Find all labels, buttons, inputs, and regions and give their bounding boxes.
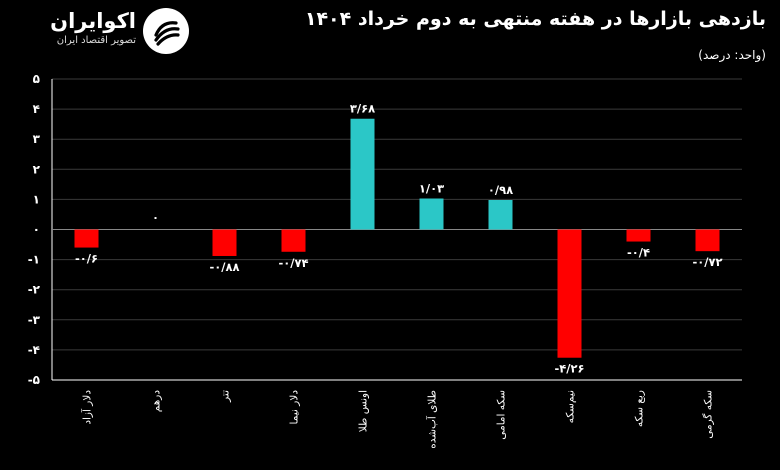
bar <box>419 198 444 230</box>
bar <box>350 118 375 230</box>
data-label: -۰/۸۸ <box>209 260 239 274</box>
brand: اکوایران تصویر اقتصاد ایران <box>30 8 136 48</box>
x-tick-label: دلار نیما <box>289 390 301 425</box>
bar <box>281 229 306 252</box>
unit-label: (واحد: درصد) <box>698 48 766 62</box>
x-tick-label: درهم <box>151 390 163 413</box>
y-tick-label: -۲ <box>28 283 41 297</box>
logo-swirl-icon <box>154 21 180 46</box>
data-label: ۰ <box>152 211 159 225</box>
x-tick-label: تتر <box>220 390 232 403</box>
y-tick-label: ۰ <box>33 223 40 237</box>
bar <box>488 200 513 230</box>
data-label: ۳/۶۸ <box>350 102 375 116</box>
data-label: ۱/۰۳ <box>419 181 444 195</box>
y-tick-label: -۵ <box>28 373 40 387</box>
data-label: -۰/۶ <box>75 252 98 266</box>
x-tick-label: سکه گرمی <box>702 390 715 439</box>
x-tick-label: نیم‌سکه <box>565 390 577 423</box>
y-tick-label: ۱ <box>33 192 40 206</box>
y-tick-label: -۳ <box>28 313 41 327</box>
x-tick-label: ربع سکه <box>634 390 646 427</box>
chart-title: بازدهی بازارها در هفته منتهی به دوم خردا… <box>304 8 766 30</box>
y-tick-label: -۴ <box>28 343 40 357</box>
bar <box>557 229 582 358</box>
y-tick-label: ۵ <box>33 72 40 86</box>
ecoiran-logo-icon <box>143 8 189 54</box>
x-tick-label: سکه امامی <box>496 390 508 440</box>
bar <box>695 229 720 252</box>
brand-tagline: تصویر اقتصاد ایران <box>56 35 136 46</box>
x-tick-label: دلار آزاد <box>81 390 94 425</box>
data-label: -۰/۷۲ <box>692 255 722 269</box>
data-label: ۰/۹۸ <box>488 183 513 197</box>
bar <box>626 229 651 242</box>
x-tick-label: طلای آب‌شده <box>426 390 439 449</box>
data-label: -۰/۴ <box>627 246 650 260</box>
data-label: -۰/۷۴ <box>278 256 308 270</box>
header: اکوایران تصویر اقتصاد ایران بازدهی بازار… <box>0 0 780 70</box>
y-tick-label: -۱ <box>28 253 40 267</box>
y-tick-label: ۲ <box>33 162 41 176</box>
y-tick-label: ۴ <box>33 102 40 116</box>
data-label: -۴/۲۶ <box>554 362 584 376</box>
bar <box>212 229 237 256</box>
y-tick-label: ۳ <box>33 132 41 146</box>
bar <box>74 229 99 248</box>
brand-name: اکوایران <box>50 9 136 33</box>
x-tick-label: اونس طلا <box>358 390 370 432</box>
